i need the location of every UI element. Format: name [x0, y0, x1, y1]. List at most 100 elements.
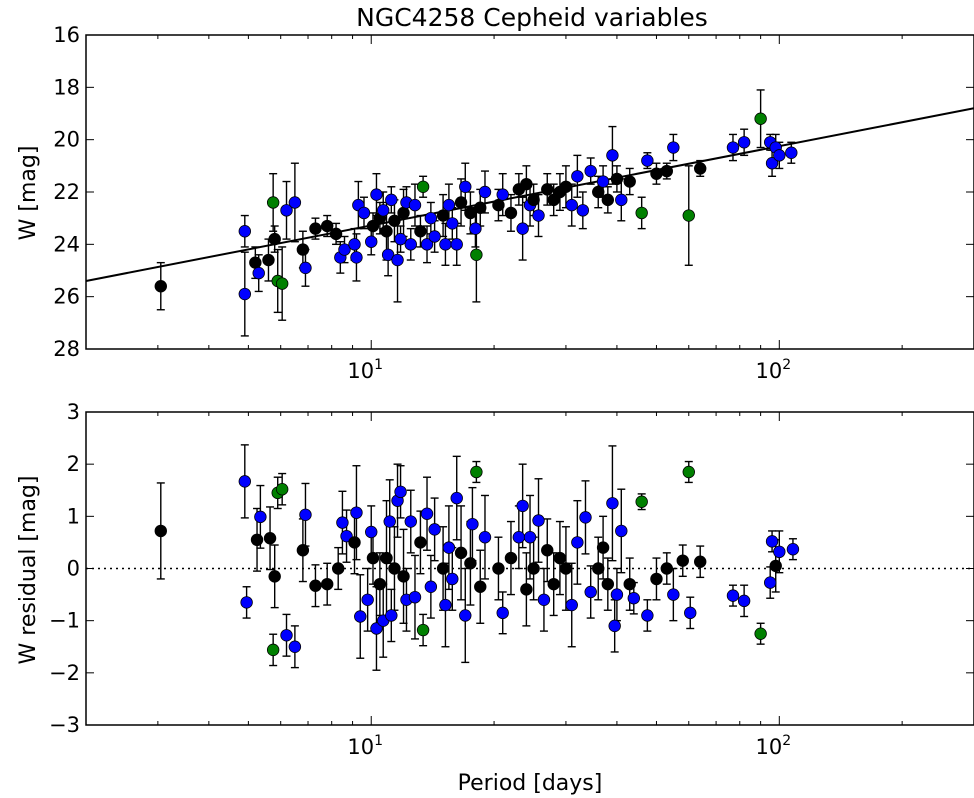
data-point-black: [414, 225, 427, 238]
y-tick-label: 16: [53, 23, 80, 47]
data-point-blue: [584, 164, 597, 178]
data-point-black: [250, 533, 264, 547]
data-point-blue: [523, 531, 537, 544]
data-point-black: [676, 554, 689, 567]
data-point-black: [492, 198, 505, 212]
data-point-green: [754, 627, 767, 640]
data-point-blue: [737, 594, 751, 608]
data-point-blue: [357, 206, 371, 220]
data-point-green: [470, 465, 483, 479]
y-tick-label: −2: [49, 661, 80, 685]
data-point-green: [635, 495, 648, 508]
data-point-black: [547, 577, 560, 591]
y-tick-label: 24: [53, 232, 80, 256]
data-point-black: [436, 562, 450, 575]
data-point-black: [623, 175, 636, 188]
data-point-blue: [765, 157, 779, 170]
data-point-blue: [439, 238, 452, 251]
data-point-blue: [428, 230, 441, 243]
data-point-green: [470, 248, 483, 262]
data-point-blue: [350, 506, 363, 519]
data-point-blue: [299, 508, 312, 521]
data-point-green: [754, 112, 767, 125]
data-point-green: [682, 465, 695, 479]
data-point-black: [154, 280, 167, 293]
data-point-blue: [641, 609, 654, 622]
data-point-black: [601, 577, 615, 591]
data-point-blue: [238, 287, 252, 301]
data-point-black: [610, 172, 624, 186]
y-tick-label: 2: [67, 452, 80, 476]
data-point-blue: [773, 545, 786, 559]
data-point-black: [559, 180, 573, 193]
data-point-blue: [238, 475, 252, 488]
data-point-blue: [428, 523, 441, 536]
data-point-blue: [667, 141, 680, 154]
data-point-blue: [280, 204, 293, 217]
data-point-black: [694, 555, 707, 568]
data-point-blue: [365, 525, 378, 539]
data-point-blue: [496, 188, 509, 201]
data-point-blue: [383, 515, 396, 528]
data-point-blue: [606, 149, 619, 162]
y-tick-label: 22: [53, 180, 80, 204]
data-point-blue: [385, 193, 398, 207]
data-point-black: [492, 562, 505, 575]
y-tick-label: −3: [49, 713, 80, 737]
data-point-black: [436, 209, 450, 222]
data-point-blue: [254, 510, 267, 524]
data-point-black: [366, 551, 380, 565]
data-point-blue: [459, 609, 472, 622]
chart-title: NGC4258 Cepheid variables: [356, 3, 708, 32]
data-point-blue: [420, 238, 434, 251]
data-point-blue: [424, 211, 438, 225]
data-point-black: [249, 256, 262, 269]
data-point-blue: [377, 204, 390, 217]
data-point-blue: [459, 180, 472, 193]
data-point-blue: [608, 619, 621, 633]
data-point-blue: [365, 235, 378, 248]
data-point-blue: [420, 507, 434, 520]
data-point-black: [397, 206, 410, 220]
data-point-green: [275, 277, 289, 290]
data-point-blue: [408, 590, 422, 604]
data-point-black: [366, 219, 380, 233]
data-point-black: [559, 562, 573, 575]
y-tick-label: 28: [53, 337, 80, 361]
data-point-blue: [571, 536, 584, 549]
data-point-blue: [348, 238, 361, 251]
y-tick-label: −1: [49, 609, 80, 633]
data-point-blue: [446, 217, 459, 230]
data-points: [154, 112, 798, 301]
data-point-black: [694, 162, 707, 175]
data-point-black: [520, 583, 533, 596]
data-point-blue: [350, 251, 363, 264]
data-point-blue: [610, 588, 624, 601]
data-point-black: [329, 227, 343, 241]
x-tick-label: 101: [347, 357, 383, 383]
x-tick-label: 102: [755, 733, 791, 759]
data-point-blue: [576, 204, 590, 217]
data-point-black: [296, 243, 310, 256]
data-point-blue: [469, 222, 482, 235]
data-point-black: [268, 232, 281, 246]
data-point-black: [769, 559, 782, 573]
data-point-blue: [381, 248, 395, 262]
data-point-black: [388, 562, 401, 575]
data-point-black: [474, 580, 487, 593]
data-point-blue: [571, 170, 584, 183]
data-point-blue: [450, 491, 463, 505]
data-point-black: [388, 214, 401, 227]
data-point-black: [601, 193, 615, 207]
data-point-blue: [765, 535, 779, 548]
data-point-black: [592, 185, 605, 199]
data-point-blue: [764, 576, 777, 589]
data-point-black: [268, 570, 281, 583]
data-point-blue: [641, 154, 654, 167]
data-point-blue: [615, 524, 628, 538]
data-point-black: [623, 577, 636, 591]
data-point-black: [154, 524, 167, 538]
y-tick-label: 18: [53, 75, 80, 99]
data-point-blue: [450, 238, 463, 251]
data-point-blue: [394, 485, 407, 499]
